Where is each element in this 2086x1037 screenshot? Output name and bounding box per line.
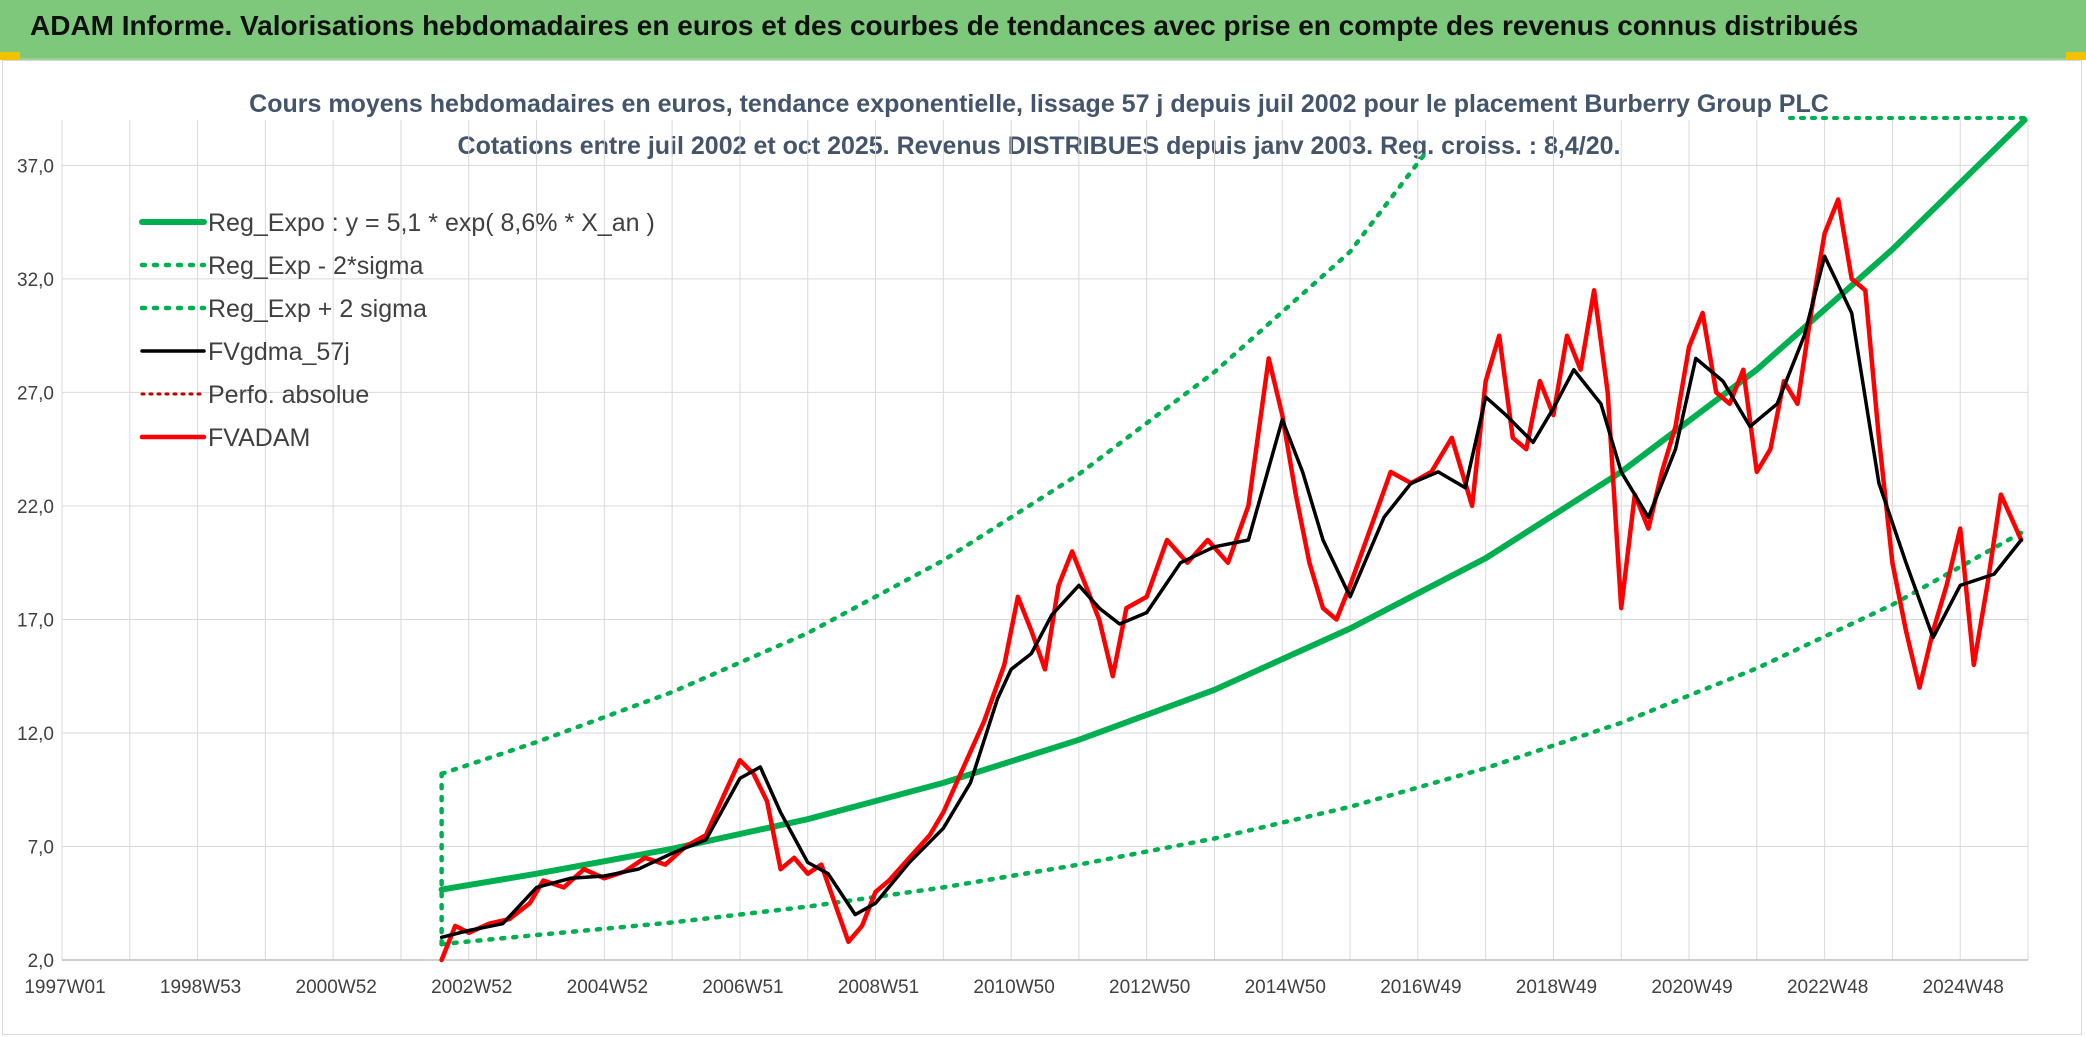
series-line-3 bbox=[439, 254, 2023, 940]
series bbox=[438, 117, 2028, 963]
corner-mark-left bbox=[0, 52, 20, 60]
x-tick-label: 2024W48 bbox=[1923, 977, 2004, 998]
y-tick-label: 17,0 bbox=[17, 610, 54, 631]
axes: 2,0 7,0 12,0 17,0 22,0 27,0 32,0 37,0 1997W01 199… bbox=[17, 156, 2028, 998]
y-tick-label: 37,0 bbox=[17, 156, 54, 177]
y-tick-label: 12,0 bbox=[17, 724, 54, 745]
x-tick-label: 2006W51 bbox=[702, 977, 783, 998]
legend: Reg_Expo : y = 5,1 * exp( 8,6% * X_an ) R… bbox=[139, 209, 655, 452]
y-tick-label: 22,0 bbox=[17, 497, 54, 518]
report-banner: ADAM Informe. Valorisations hebdomadaire… bbox=[0, 0, 2086, 60]
x-tick-label: 2008W51 bbox=[838, 977, 919, 998]
legend-label: Reg_Exp + 2 sigma bbox=[208, 295, 427, 323]
legend-label: FVADAM bbox=[208, 424, 310, 452]
x-tick-label: 2022W48 bbox=[1787, 977, 1868, 998]
x-tick-label: 2004W52 bbox=[567, 977, 648, 998]
x-tick-label: 2018W49 bbox=[1516, 977, 1597, 998]
chart-title: Cours moyens hebdomadaires en euros, ten… bbox=[249, 90, 1829, 118]
legend-label: Reg_Expo : y = 5,1 * exp( 8,6% * X_an ) bbox=[208, 209, 655, 237]
x-tick-label: 2012W50 bbox=[1109, 977, 1190, 998]
x-tick-label: 2020W49 bbox=[1651, 977, 1732, 998]
report-title: ADAM Informe. Valorisations hebdomadaire… bbox=[30, 10, 1859, 41]
series-line-2 bbox=[439, 151, 1427, 777]
x-tick-label: 2000W52 bbox=[296, 977, 377, 998]
x-tick-label: 1998W53 bbox=[160, 977, 241, 998]
x-tick-label: 2010W50 bbox=[973, 977, 1054, 998]
legend-label: FVgdma_57j bbox=[208, 338, 350, 366]
series-line-1 bbox=[439, 528, 2027, 947]
y-tick-label: 27,0 bbox=[17, 383, 54, 404]
x-tick-label: 2002W52 bbox=[431, 977, 512, 998]
y-tick-label: 7,0 bbox=[28, 837, 54, 858]
y-tick-label: 32,0 bbox=[17, 270, 54, 291]
series-line-0 bbox=[438, 117, 2028, 893]
grid bbox=[61, 120, 2029, 961]
legend-label: Perfo. absolue bbox=[208, 381, 369, 409]
y-tick-label: 2,0 bbox=[28, 951, 54, 972]
x-tick-label: 1997W01 bbox=[24, 977, 105, 998]
corner-mark-right bbox=[2066, 52, 2086, 60]
chart-frame bbox=[2, 60, 2082, 1035]
x-tick-label: 2016W49 bbox=[1380, 977, 1461, 998]
x-tick-label: 2014W50 bbox=[1245, 977, 1326, 998]
legend-label: Reg_Exp - 2*sigma bbox=[208, 252, 423, 280]
chart-subtitle: Cotations entre juil 2002 et oct 2025. R… bbox=[458, 132, 1621, 160]
